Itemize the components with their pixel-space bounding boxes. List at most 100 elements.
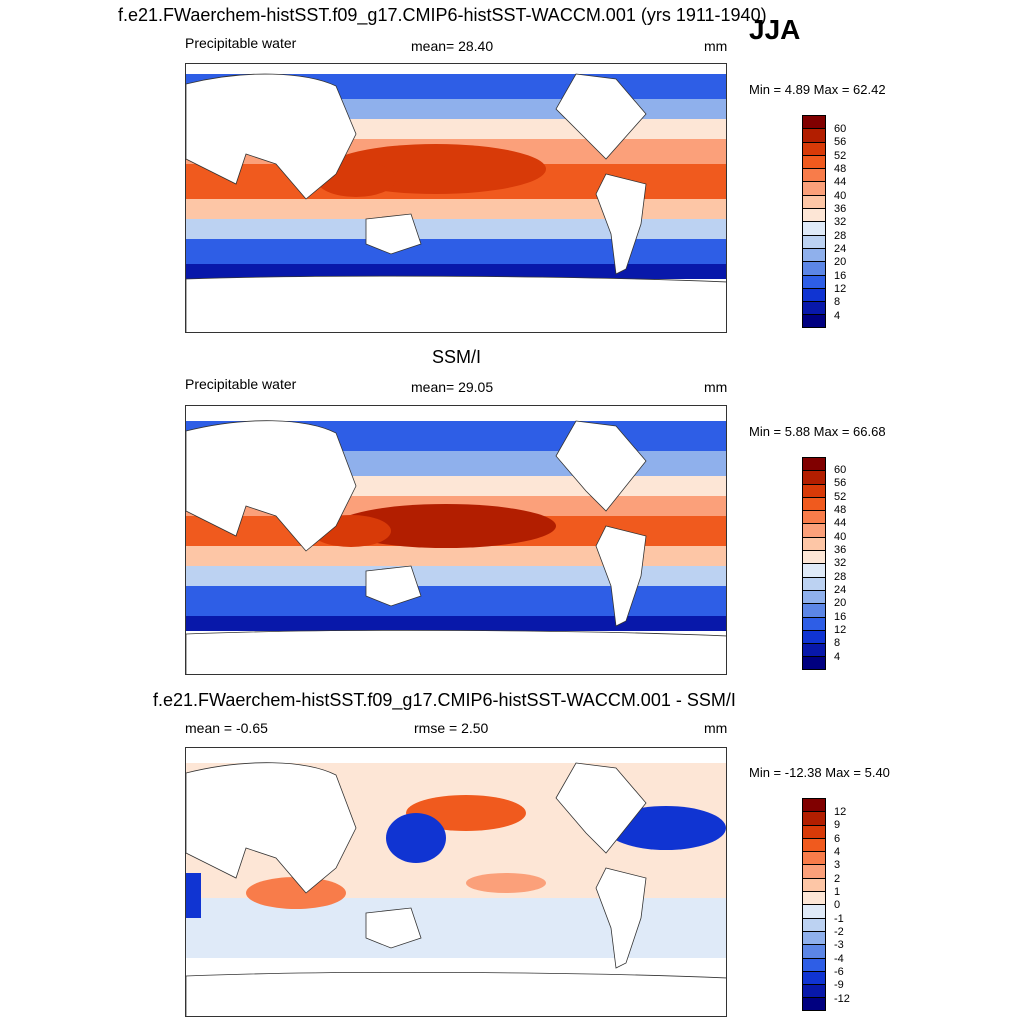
panel1-colorbar-segment — [802, 154, 826, 169]
panel1-colorbar-tick: 8 — [834, 296, 841, 308]
panel3-colorbar-tick: 4 — [834, 846, 841, 858]
panel3-colorbar-segment — [802, 984, 826, 998]
panel1-colorbar-segment — [802, 194, 826, 209]
panel3-colorbar-segment — [802, 957, 826, 971]
panel2-colorbar-segment — [802, 563, 826, 577]
panel1-colorbar-segment — [802, 261, 826, 275]
panel2-title: SSM/I — [432, 347, 482, 367]
panel3-colorbar-tick: -9 — [834, 979, 844, 991]
panel2-colorbar-tick: 8 — [834, 637, 841, 649]
panel2-colorbar-segment — [802, 470, 826, 484]
panel3-colorbar-segment — [802, 904, 826, 918]
panel1-map — [185, 63, 727, 333]
panel2-colorbar-tick: 4 — [834, 651, 841, 663]
panel2-colorbar-tick: 48 — [834, 504, 847, 516]
panel2-colorbar-tick: 36 — [834, 544, 847, 556]
panel1-colorbar-tick: 36 — [834, 203, 847, 215]
panel2-colorbar-tick: 40 — [834, 531, 847, 543]
panel1-title: f.e21.FWaerchem-histSST.f09_g17.CMIP6-hi… — [118, 5, 767, 25]
panel1-colorbar-tick: 32 — [834, 216, 847, 228]
panel2-colorbar-segment — [802, 603, 826, 617]
panel1-minmax: Min = 4.89 Max = 62.42 — [749, 82, 886, 97]
panel3-colorbar-tick: 12 — [834, 806, 847, 818]
panel3-units-label: mm — [704, 720, 728, 736]
panel1-colorbar-segment — [802, 247, 826, 262]
panel3-colorbar-tick: 9 — [834, 819, 841, 831]
panel1-colorbar-segment — [802, 274, 826, 288]
panel3-colorbar-segment — [802, 917, 826, 931]
panel1-variable-label: Precipitable water — [185, 35, 297, 51]
panel2-colorbar-segment — [802, 523, 826, 537]
panel2-colorbar-tick: 44 — [834, 517, 847, 529]
panel3-colorbar-segment — [802, 811, 826, 825]
panel1-colorbar-segment — [802, 287, 826, 302]
panel3-colorbar-segment — [802, 944, 826, 958]
panel3-colorbar-segment — [802, 798, 826, 812]
panel2-colorbar-segment — [802, 457, 826, 471]
panel3-colorbar-tick: 1 — [834, 886, 841, 898]
panel3-minmax: Min = -12.38 Max = 5.40 — [749, 765, 890, 780]
panel1-colorbar-tick: 24 — [834, 243, 847, 255]
panel3-colorbar-tick: -2 — [834, 926, 844, 938]
panel2-colorbar-segment — [802, 616, 826, 630]
panel3-mean-label: mean = -0.65 — [185, 720, 268, 736]
panel2-units-label: mm — [704, 379, 728, 395]
panel3-colorbar-tick: 6 — [834, 833, 841, 845]
panel1-colorbar-segment — [802, 128, 826, 142]
season-label: JJA — [749, 14, 801, 45]
panel2-colorbar-segment — [802, 536, 826, 551]
panel2-colorbar-segment — [802, 550, 826, 564]
panel1-colorbar-segment — [802, 301, 826, 315]
panel1-colorbar-tick: 20 — [834, 256, 847, 268]
panel3-colorbar-tick: -3 — [834, 939, 844, 951]
panel1-colorbar-tick: 44 — [834, 176, 847, 188]
panel1-colorbar-tick: 16 — [834, 270, 847, 282]
panel3-colorbar-tick: -4 — [834, 953, 844, 965]
panel2-colorbar-tick: 24 — [834, 584, 847, 596]
panel1-colorbar-segment — [802, 181, 826, 195]
panel1-colorbar-tick: 12 — [834, 283, 847, 295]
panel2-map — [185, 405, 727, 675]
panel1-colorbar-tick: 52 — [834, 150, 847, 162]
panel1-colorbar-segment — [802, 314, 826, 328]
panel1-colorbar — [802, 115, 826, 328]
panel2-minmax: Min = 5.88 Max = 66.68 — [749, 424, 886, 439]
panel2-colorbar-segment — [802, 496, 826, 511]
panel2-colorbar-segment — [802, 589, 826, 604]
panel3-colorbar-segment — [802, 824, 826, 838]
panel3-colorbar-tick: -6 — [834, 966, 844, 978]
panel2-colorbar-segment — [802, 483, 826, 497]
panel3-colorbar-segment — [802, 837, 826, 852]
panel1-colorbar-tick: 4 — [834, 310, 841, 322]
panel2-colorbar-segment — [802, 510, 826, 524]
panel3-colorbar-segment — [802, 997, 826, 1011]
panel2-colorbar-segment — [802, 629, 826, 644]
panel1-colorbar-segment — [802, 221, 826, 235]
panel1-colorbar-segment — [802, 208, 826, 222]
panel1-colorbar-segment — [802, 115, 826, 129]
panel2-colorbar-tick: 32 — [834, 557, 847, 569]
panel3-colorbar-segment — [802, 864, 826, 878]
panel3-colorbar-segment — [802, 851, 826, 865]
panel1-colorbar-segment — [802, 168, 826, 182]
panel3-colorbar-segment — [802, 877, 826, 892]
panel3-colorbar-tick: 2 — [834, 873, 841, 885]
panel2-colorbar — [802, 457, 826, 670]
panel3-rmse-label: rmse = 2.50 — [414, 720, 489, 736]
panel2-variable-label: Precipitable water — [185, 376, 297, 392]
panel3-colorbar-tick: 0 — [834, 899, 841, 911]
panel2-colorbar-tick: 56 — [834, 477, 847, 489]
panel1-colorbar-tick: 48 — [834, 163, 847, 175]
panel2-colorbar-tick: 28 — [834, 571, 847, 583]
panel3-colorbar-tick: 3 — [834, 859, 841, 871]
panel3-colorbar-segment — [802, 970, 826, 985]
panel1-units-label: mm — [704, 38, 728, 54]
panel2-colorbar-segment — [802, 576, 826, 590]
panel2-colorbar-tick: 12 — [834, 624, 847, 636]
panel1-colorbar-tick: 40 — [834, 190, 847, 202]
panel1-colorbar-segment — [802, 234, 826, 248]
panel2-colorbar-tick: 20 — [834, 597, 847, 609]
panel3-map — [185, 747, 727, 1017]
panel2-colorbar-segment — [802, 643, 826, 657]
panel3-colorbar — [802, 798, 826, 1011]
